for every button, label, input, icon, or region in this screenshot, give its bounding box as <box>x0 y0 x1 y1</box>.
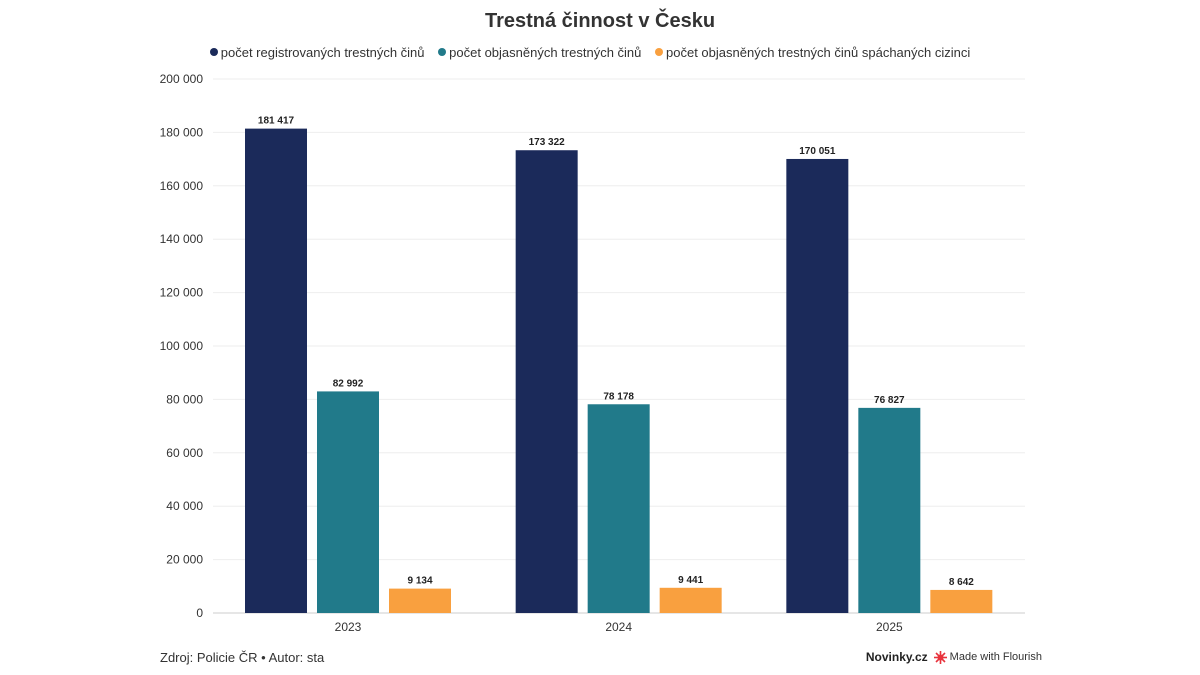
y-tick-label: 120 000 <box>160 286 204 300</box>
data-label: 76 827 <box>874 395 905 406</box>
legend-label: počet registrovaných trestných činů <box>220 44 425 60</box>
y-tick-label: 20 000 <box>166 553 203 567</box>
x-tick-label: 2024 <box>605 620 632 634</box>
legend-label: počet objasněných trestných činů <box>449 44 642 60</box>
y-tick-label: 140 000 <box>160 232 204 246</box>
bar[interactable] <box>587 404 650 613</box>
bar[interactable] <box>659 587 722 613</box>
bar[interactable] <box>389 588 451 613</box>
legend-dot-icon <box>209 48 218 56</box>
legend-item[interactable]: počet objasněných trestných činů <box>438 45 641 60</box>
legend-item[interactable]: počet objasněných trestných činů spáchan… <box>655 45 970 60</box>
bar[interactable] <box>317 391 379 613</box>
legend: počet registrovaných trestných činů poče… <box>0 44 1180 60</box>
data-label: 78 178 <box>603 391 634 402</box>
flourish-label: Made with Flourish <box>949 651 1042 663</box>
bar[interactable] <box>515 150 578 613</box>
legend-dot-icon <box>655 48 664 56</box>
data-label: 173 322 <box>529 137 566 148</box>
y-tick-label: 100 000 <box>160 339 204 353</box>
legend-item[interactable]: počet registrovaných trestných činů <box>209 44 425 60</box>
x-tick-label: 2025 <box>876 620 903 634</box>
source-note: Zdroj: Policie ČR • Autor: sta <box>160 650 325 665</box>
x-tick-label: 2023 <box>335 620 362 634</box>
data-label: 8 642 <box>949 577 974 588</box>
y-tick-label: 160 000 <box>160 179 204 193</box>
y-tick-label: 40 000 <box>166 499 203 513</box>
flourish-link[interactable]: Made with Flourish <box>933 650 1042 664</box>
bar[interactable] <box>930 589 993 613</box>
y-tick-label: 200 000 <box>160 72 204 86</box>
y-tick-label: 180 000 <box>160 125 204 139</box>
data-label: 9 134 <box>407 576 432 587</box>
y-tick-label: 0 <box>196 606 203 620</box>
legend-label: počet objasněných trestných činů spáchan… <box>666 44 971 60</box>
y-tick-label: 60 000 <box>166 446 203 460</box>
data-label: 170 051 <box>799 146 836 157</box>
bar[interactable] <box>858 407 921 613</box>
credits: Novinky.cz Made with Flourish <box>866 650 1042 664</box>
data-label: 181 417 <box>258 116 295 127</box>
data-label: 9 441 <box>678 575 703 586</box>
brand-logo[interactable]: Novinky.cz <box>865 650 928 664</box>
bar[interactable] <box>786 158 849 613</box>
y-tick-label: 80 000 <box>166 392 203 406</box>
data-label: 82 992 <box>333 378 364 389</box>
bar[interactable] <box>245 128 307 613</box>
chart-title: Trestná činnost v Česku <box>484 10 716 32</box>
flourish-icon <box>933 650 947 664</box>
legend-dot-icon <box>438 48 447 56</box>
